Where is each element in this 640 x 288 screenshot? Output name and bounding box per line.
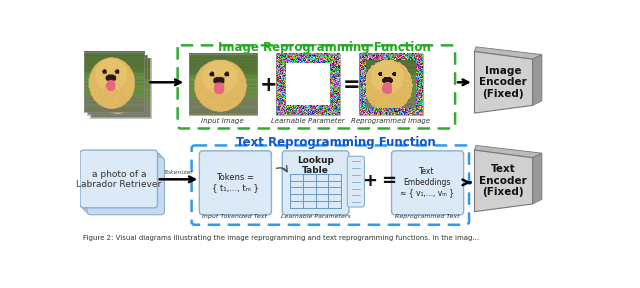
Text: Lookup
Table: Lookup Table	[297, 156, 334, 175]
FancyBboxPatch shape	[83, 152, 160, 210]
Text: Image Reprogramming Function: Image Reprogramming Function	[218, 41, 431, 54]
Polygon shape	[474, 150, 532, 212]
Bar	[90, 58, 150, 118]
Text: Text
Encoder
(Fixed): Text Encoder (Fixed)	[479, 164, 527, 198]
Text: Input Image: Input Image	[202, 118, 244, 124]
Text: Learnable Parameter: Learnable Parameter	[271, 118, 345, 124]
FancyBboxPatch shape	[199, 151, 271, 215]
Polygon shape	[474, 52, 532, 113]
Text: Text Reprogramming Function: Text Reprogramming Function	[236, 136, 436, 149]
Text: Input Tokenized Text: Input Tokenized Text	[202, 214, 268, 219]
Bar	[189, 54, 257, 115]
Bar	[276, 54, 340, 115]
FancyBboxPatch shape	[87, 157, 164, 215]
FancyBboxPatch shape	[80, 150, 157, 208]
Text: Tokenizer: Tokenizer	[163, 170, 193, 175]
Text: Reprogrammed Image: Reprogrammed Image	[351, 118, 430, 124]
Text: =: =	[381, 172, 396, 190]
Bar	[359, 54, 422, 115]
Text: Learnable Parameters: Learnable Parameters	[281, 214, 351, 219]
Bar	[91, 58, 150, 117]
Text: Image
Encoder
(Fixed): Image Encoder (Fixed)	[479, 66, 527, 99]
FancyBboxPatch shape	[84, 155, 162, 213]
FancyBboxPatch shape	[282, 151, 349, 215]
Text: Text
Embeddings
≈ { v₁,..., vₘ }: Text Embeddings ≈ { v₁,..., vₘ }	[400, 168, 454, 197]
Polygon shape	[532, 55, 542, 105]
Polygon shape	[474, 47, 542, 59]
FancyBboxPatch shape	[392, 151, 463, 215]
Text: Figure 2: Visual diagrams illustrating the image reprogramming and text reprogra: Figure 2: Visual diagrams illustrating t…	[83, 235, 479, 241]
Text: a photo of a
Labrador Retriever: a photo of a Labrador Retriever	[76, 170, 161, 189]
Text: +: +	[362, 172, 378, 190]
FancyBboxPatch shape	[348, 156, 364, 207]
Text: =: =	[342, 75, 360, 95]
Bar	[84, 52, 145, 111]
Bar	[87, 55, 147, 115]
Text: Reprogrammed Text: Reprogrammed Text	[395, 214, 460, 219]
Text: Tokens =
{ t₁,..., tₘ }: Tokens = { t₁,..., tₘ }	[212, 173, 259, 192]
Polygon shape	[474, 145, 542, 158]
Polygon shape	[532, 153, 542, 204]
Bar	[88, 55, 147, 114]
Text: +: +	[259, 75, 277, 95]
